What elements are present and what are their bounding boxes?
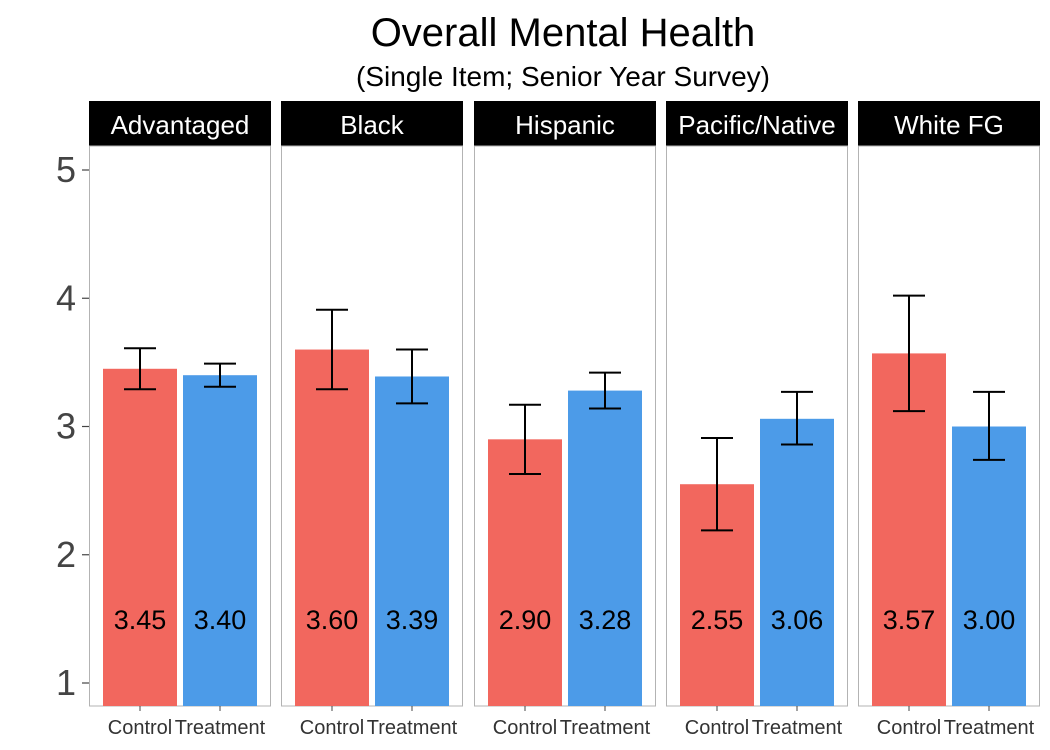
bar-value-label: 3.06 bbox=[771, 605, 824, 635]
chart-subtitle: (Single Item; Senior Year Survey) bbox=[356, 61, 770, 92]
plot-layer: 1 2 3 4 5 Advantaged 3.45 Control 3.40 Treatment B… bbox=[56, 101, 1040, 739]
x-tick-label: Control bbox=[108, 717, 172, 739]
facet-strip bbox=[666, 101, 848, 146]
y-tick-label: 3 bbox=[56, 406, 76, 447]
bar-value-label: 3.57 bbox=[883, 605, 936, 635]
x-tick-label: Control bbox=[300, 717, 364, 739]
bar-control bbox=[295, 349, 369, 706]
x-tick-label: Treatment bbox=[175, 717, 266, 739]
facet-panel-border bbox=[858, 145, 1040, 707]
y-tick-label: 2 bbox=[56, 534, 76, 575]
bar-treatment bbox=[760, 418, 834, 706]
bar-value-label: 3.00 bbox=[963, 605, 1016, 635]
x-tick-label: Treatment bbox=[560, 717, 651, 739]
bar-value-label: 3.39 bbox=[386, 605, 439, 635]
facet-strip-label: White FG bbox=[894, 110, 1004, 140]
facet-panel-border bbox=[281, 145, 463, 707]
facet-panel-border bbox=[666, 145, 848, 707]
facet-strip bbox=[858, 101, 1040, 146]
bar-treatment bbox=[375, 376, 449, 706]
y-tick-label: 1 bbox=[56, 662, 76, 703]
x-tick-label: Treatment bbox=[752, 717, 843, 739]
bar-treatment bbox=[952, 426, 1026, 706]
facet-strip bbox=[474, 101, 656, 146]
facet-strip-label: Black bbox=[340, 110, 405, 140]
facet-panel-border bbox=[474, 145, 656, 707]
bar-control bbox=[488, 439, 562, 706]
chart-title: Overall Mental Health bbox=[371, 11, 756, 55]
facet-strip bbox=[281, 101, 463, 146]
bar-value-label: 2.55 bbox=[691, 605, 744, 635]
facet-panel-border bbox=[89, 145, 271, 707]
facet-strip-label: Advantaged bbox=[111, 110, 250, 140]
y-tick-label: 4 bbox=[56, 277, 76, 318]
facet-strip-label: Pacific/Native bbox=[678, 110, 836, 140]
bar-value-label: 3.40 bbox=[194, 605, 247, 635]
x-tick-label: Control bbox=[685, 717, 749, 739]
x-tick-label: Control bbox=[493, 717, 557, 739]
bar-value-label: 3.28 bbox=[579, 605, 632, 635]
y-tick-label: 5 bbox=[56, 149, 76, 190]
x-tick-label: Control bbox=[877, 717, 941, 739]
bar-control bbox=[103, 368, 177, 706]
bar-value-label: 3.45 bbox=[114, 605, 167, 635]
x-tick-label: Treatment bbox=[944, 717, 1035, 739]
bar-treatment bbox=[568, 390, 642, 706]
bar-value-label: 3.60 bbox=[306, 605, 359, 635]
bar-treatment bbox=[183, 375, 257, 706]
bar-control bbox=[872, 353, 946, 706]
bar-value-label: 2.90 bbox=[499, 605, 552, 635]
x-tick-label: Treatment bbox=[367, 717, 458, 739]
facet-strip-label: Hispanic bbox=[515, 110, 615, 140]
facet-strip bbox=[89, 101, 271, 146]
